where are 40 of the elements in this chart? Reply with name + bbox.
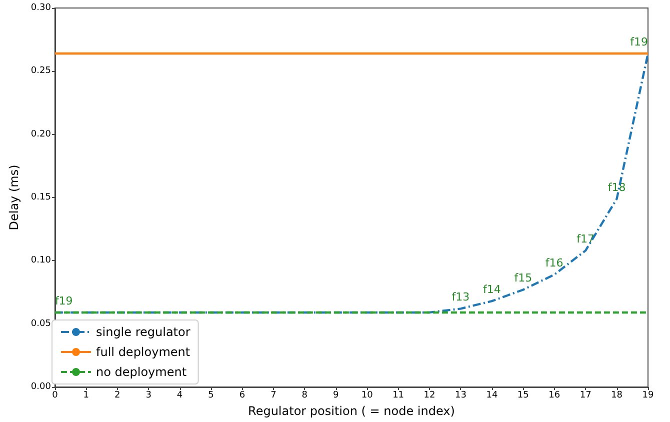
- y-tick-label: 0.20: [30, 129, 52, 140]
- x-tick-label: 8: [302, 390, 308, 400]
- annotation: f19: [630, 35, 648, 48]
- y-tick-label: 0.15: [30, 192, 51, 202]
- x-tick-label: 9: [332, 390, 339, 400]
- y-tick-label: 0.05: [30, 318, 51, 329]
- x-tick-label: 12: [424, 390, 436, 400]
- x-tick-label: 14: [486, 390, 498, 400]
- x-tick-label: 0: [52, 390, 58, 400]
- x-tick-label: 7: [270, 390, 276, 400]
- annotation: f14: [482, 283, 501, 296]
- x-tick-label: 18: [611, 390, 623, 400]
- legend-label: no deployment: [96, 365, 187, 379]
- annotation: f17: [576, 232, 595, 246]
- x-tick-label: 19: [642, 390, 654, 400]
- y-tick-label: 0.00: [30, 382, 52, 392]
- annotation: f15: [514, 272, 532, 285]
- x-tick-label: 10: [361, 390, 374, 400]
- x-tick-label: 3: [146, 390, 152, 400]
- x-tick-label: 5: [208, 390, 214, 400]
- x-tick-label: 13: [454, 390, 466, 400]
- y-tick-label: 0.30: [30, 3, 52, 13]
- x-tick-label: 4: [176, 390, 183, 400]
- legend-label: single regulator: [96, 325, 190, 339]
- x-axis-title: Regulator position ( = node index): [248, 404, 455, 418]
- x-tick-label: 6: [239, 390, 246, 400]
- x-tick-label: 15: [517, 390, 529, 400]
- x-tick-label: 17: [580, 390, 592, 400]
- annotation: f18: [608, 180, 626, 194]
- y-tick-label: 0.10: [30, 256, 52, 266]
- x-tick-label: 1: [83, 390, 90, 400]
- annotation: f19: [54, 294, 73, 308]
- x-tick-label: 11: [392, 390, 404, 400]
- annotation: f16: [545, 256, 564, 270]
- y-tick-label: 0.25: [30, 66, 51, 76]
- annotation: f13: [452, 290, 470, 304]
- x-tick-label: 2: [114, 390, 120, 400]
- legend-label: full deployment: [96, 345, 190, 359]
- x-tick-label: 16: [548, 390, 560, 400]
- y-axis-title: Delay (ms): [7, 164, 21, 230]
